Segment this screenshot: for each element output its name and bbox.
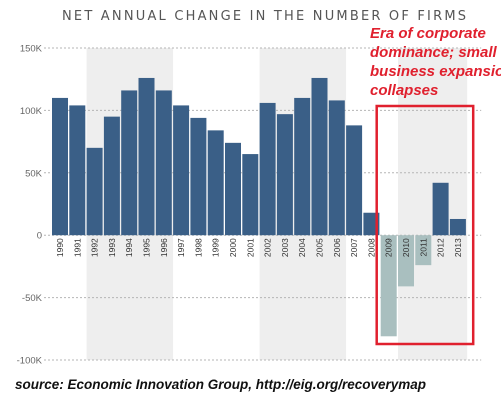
bar-2004 xyxy=(294,97,311,236)
x-tick-label: 2008 xyxy=(366,238,376,257)
bar-2000 xyxy=(225,142,241,236)
bar-2005 xyxy=(311,77,328,236)
x-tick-label: 2003 xyxy=(280,238,290,257)
x-tick-label: 2011 xyxy=(418,238,428,257)
x-tick-label: 2007 xyxy=(349,238,359,257)
annotation-box xyxy=(375,104,475,346)
bar-2001 xyxy=(242,154,259,236)
bar-2006 xyxy=(328,100,345,236)
annotation-line-1: Era of corporate xyxy=(370,25,486,42)
y-tick-label: 100K xyxy=(20,106,43,117)
annotation-line-4: collapses xyxy=(370,82,438,99)
bar-1995 xyxy=(138,77,155,236)
x-tick-label: 2012 xyxy=(436,238,446,257)
x-tick-label: 1994 xyxy=(124,238,134,257)
bar-1992 xyxy=(86,147,103,236)
y-tick-label: 150K xyxy=(20,44,43,55)
bar-1991 xyxy=(69,105,86,236)
bar-2009 xyxy=(380,235,397,337)
x-tick-label: 1996 xyxy=(159,238,169,257)
y-tick-label: -50K xyxy=(22,293,43,304)
bar-1993 xyxy=(103,116,120,236)
x-tick-label: 1993 xyxy=(107,238,117,257)
bar-1997 xyxy=(173,105,190,236)
x-tick-label: 2013 xyxy=(453,238,463,257)
bar-2012 xyxy=(432,182,449,236)
x-tick-label: 1997 xyxy=(176,238,186,257)
annotation-line-3: business expansion xyxy=(370,63,501,80)
bar-2003 xyxy=(276,114,293,236)
bar-2013 xyxy=(449,218,466,236)
x-tick-label: 1995 xyxy=(142,238,152,257)
x-tick-labels: 1990 1991 1992 1993 1994 1995 1996 1997 1998 1999… xyxy=(55,238,463,257)
x-tick-label: 1991 xyxy=(72,238,82,257)
bar-2010 xyxy=(398,235,414,287)
x-tick-label: 2009 xyxy=(384,238,394,257)
x-tick-label: 2004 xyxy=(297,238,307,257)
bars xyxy=(52,77,466,337)
bar-1999 xyxy=(207,130,224,236)
annotation-line-2: dominance; small xyxy=(370,44,498,61)
source-note: source: Economic Innovation Group, http:… xyxy=(15,377,426,392)
bar-1996 xyxy=(155,90,172,236)
bar-2002 xyxy=(259,102,276,236)
x-tick-label: 2002 xyxy=(263,238,273,257)
y-tick-label: 50K xyxy=(25,168,43,179)
x-tick-label: 2006 xyxy=(332,238,342,257)
x-tick-label: 1999 xyxy=(211,238,221,257)
bar-1990 xyxy=(52,97,68,236)
x-tick-label: 2010 xyxy=(401,238,411,257)
x-tick-label: 2005 xyxy=(315,238,325,257)
x-tick-label: 1990 xyxy=(55,238,65,257)
bar-2007 xyxy=(346,125,363,236)
x-tick-label: 1992 xyxy=(90,238,100,257)
x-tick-label: 1998 xyxy=(193,238,203,257)
bar-1994 xyxy=(121,90,138,236)
bar-2011 xyxy=(415,235,432,266)
chart-title: NET ANNUAL CHANGE IN THE NUMBER OF FIRMS xyxy=(62,9,468,24)
y-tick-label: -100K xyxy=(17,356,43,367)
y-tick-label: 0 xyxy=(37,231,42,242)
y-tick-labels: 150K 100K 50K 0 -50K -100K xyxy=(17,44,43,367)
bar-1998 xyxy=(190,117,207,236)
x-tick-label: 2000 xyxy=(228,238,238,257)
bar-2008 xyxy=(363,212,380,236)
x-tick-label: 2001 xyxy=(245,238,255,257)
